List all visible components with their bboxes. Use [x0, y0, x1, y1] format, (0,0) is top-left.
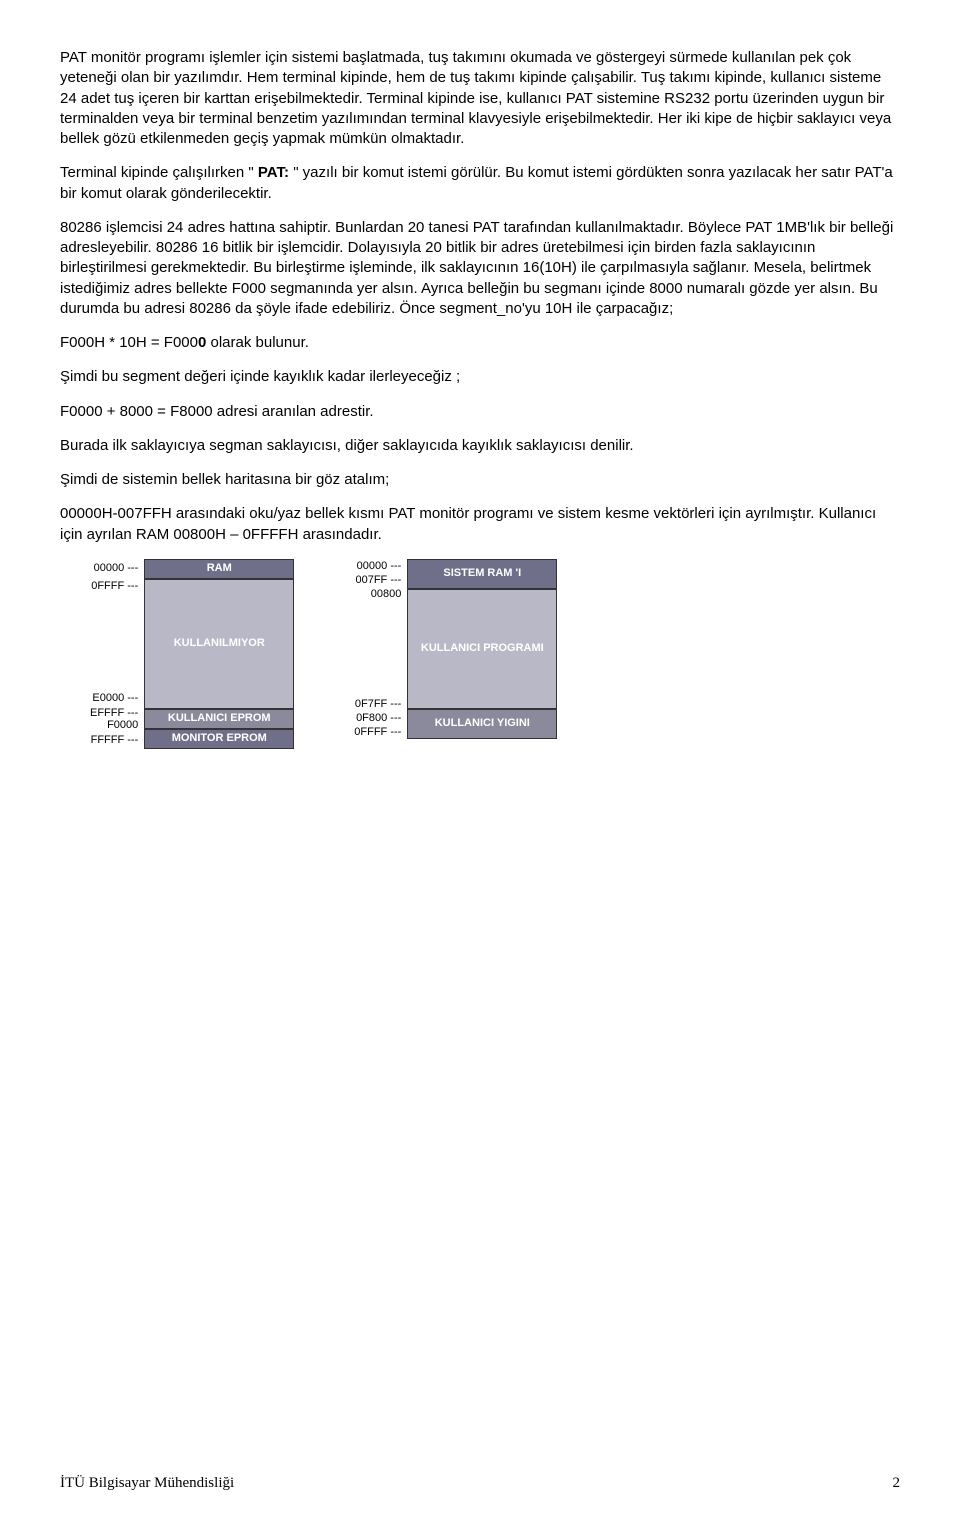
- memory-blocks-left: RAMKULLANILMIYORKULLANICI EPROMMONITOR E…: [144, 559, 294, 749]
- footer-left: İTÜ Bilgisayar Mühendisliği: [60, 1473, 234, 1493]
- memory-block: RAM: [144, 559, 294, 579]
- addr-label: 00000 ---: [90, 559, 138, 577]
- memory-blocks-right: SISTEM RAM 'IKULLANICI PROGRAMIKULLANICI…: [407, 559, 557, 749]
- memory-block: SISTEM RAM 'I: [407, 559, 557, 589]
- memory-map-right: 00000 --- 007FF --- 00800 0F7FF --- 0F80…: [354, 559, 557, 749]
- p4-part-c: olarak bulunur.: [206, 334, 309, 351]
- paragraph-7: Burada ilk saklayıcıya segman saklayıcıs…: [60, 436, 900, 456]
- paragraph-1: PAT monitör programı işlemler için siste…: [60, 48, 900, 149]
- paragraph-6: F0000 + 8000 = F8000 adresi aranılan adr…: [60, 402, 900, 422]
- paragraph-2: Terminal kipinde çalışılırken " PAT: " y…: [60, 163, 900, 204]
- addr-label: 007FF ---: [354, 573, 401, 587]
- paragraph-9: 00000H-007FFH arasındaki oku/yaz bellek …: [60, 504, 900, 545]
- paragraph-3: 80286 işlemcisi 24 adres hattına sahipti…: [60, 218, 900, 319]
- memory-block: KULLANICI YIGINI: [407, 709, 557, 739]
- addr-label: E0000 ---: [90, 689, 138, 707]
- paragraph-4: F000H * 10H = F0000 olarak bulunur.: [60, 333, 900, 353]
- addr-label: 00000 ---: [354, 559, 401, 573]
- memory-block: KULLANICI EPROM: [144, 709, 294, 729]
- memory-block: MONITOR EPROM: [144, 729, 294, 749]
- footer-right: 2: [893, 1473, 901, 1493]
- memory-map-diagram: 00000 --- 0FFFF --- E0000 --- EFFFF --- …: [90, 559, 900, 749]
- memory-map-left: 00000 --- 0FFFF --- E0000 --- EFFFF --- …: [90, 559, 294, 749]
- paragraph-5: Şimdi bu segment değeri içinde kayıklık …: [60, 367, 900, 387]
- addr-label: 0F7FF ---: [354, 697, 401, 711]
- paragraph-8: Şimdi de sistemin bellek haritasına bir …: [60, 470, 900, 490]
- addr-label: EFFFF ---: [90, 707, 138, 719]
- page-footer: İTÜ Bilgisayar Mühendisliği 2: [60, 1473, 900, 1493]
- addr-label: 0F800 ---: [354, 711, 401, 725]
- p2-part-a: Terminal kipinde çalışılırken ": [60, 164, 258, 181]
- memory-block: KULLANILMIYOR: [144, 579, 294, 709]
- addr-label: 0FFFF ---: [354, 725, 401, 739]
- addr-label: 00800: [354, 587, 401, 601]
- p2-part-b: PAT:: [258, 164, 293, 181]
- addr-label: FFFFF ---: [90, 731, 138, 749]
- memory-block: KULLANICI PROGRAMI: [407, 589, 557, 709]
- addr-label: F0000: [90, 719, 138, 731]
- addr-label: 0FFFF ---: [90, 577, 138, 595]
- p4-part-a: F000H * 10H = F000: [60, 334, 198, 351]
